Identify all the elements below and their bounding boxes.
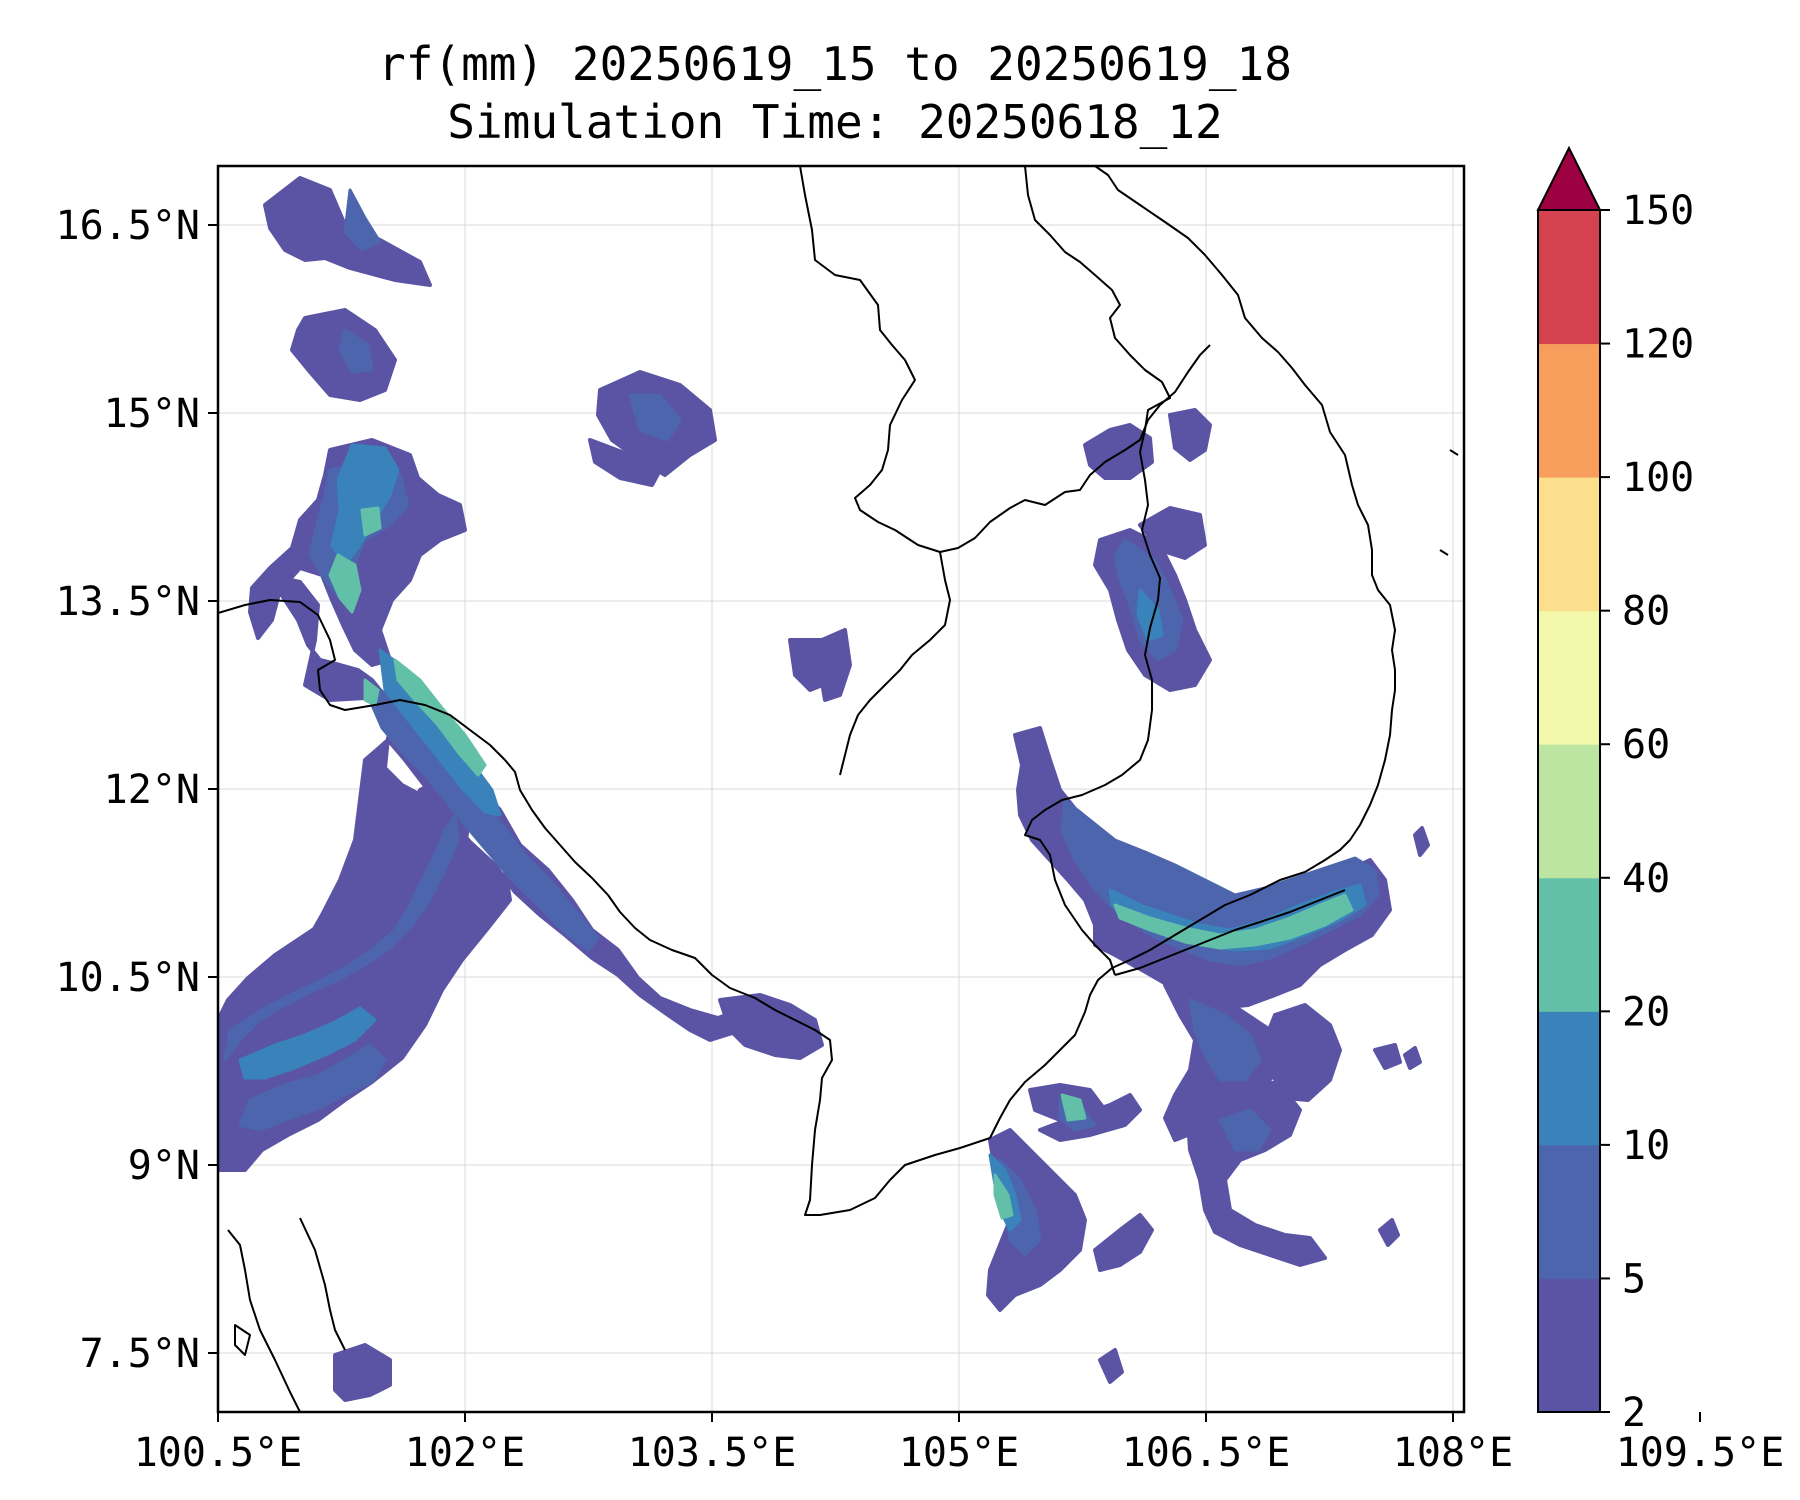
map-title-line-2: Simulation Time: 20250618_12 xyxy=(447,95,1223,149)
lat-tick-label: 16.5°N xyxy=(56,203,201,249)
map-title-line-1: rf(mm) 20250619_15 to 20250619_18 xyxy=(378,37,1292,91)
colorbar-tick-label: 5 xyxy=(1622,1256,1646,1302)
latitude-axis: 16.5°N 15°N 13.5°N 12°N 10.5°N 9°N 7.5°N xyxy=(56,203,218,1377)
lat-tick-label: 13.5°N xyxy=(56,579,201,625)
colorbar: 2 5 10 20 40 60 80 100 120 150 xyxy=(1536,145,1694,1436)
longitude-axis: 100.5°E 102°E 103.5°E 105°E 106.5°E 108°E 109.… xyxy=(134,1412,1785,1476)
lon-tick-label: 109.5°E xyxy=(1616,1430,1785,1476)
colorbar-segment xyxy=(1538,744,1600,879)
colorbar-frame xyxy=(1537,209,1601,1413)
lon-tick-label: 102°E xyxy=(405,1430,525,1476)
lon-tick-label: 106.5°E xyxy=(1122,1430,1291,1476)
lat-tick-label: 12°N xyxy=(104,767,200,813)
colorbar-tick-label: 120 xyxy=(1622,322,1694,368)
colorbar-tick-label: 60 xyxy=(1622,722,1670,768)
colorbar-tick-label: 2 xyxy=(1622,1390,1646,1436)
colorbar-segment xyxy=(1538,343,1600,478)
lon-tick-label: 108°E xyxy=(1393,1430,1513,1476)
colorbar-tick-label: 40 xyxy=(1622,856,1670,902)
lat-tick-label: 15°N xyxy=(104,391,200,437)
lon-tick-label: 105°E xyxy=(899,1430,1019,1476)
lat-tick-label: 10.5°N xyxy=(56,955,201,1001)
map-plot-area xyxy=(218,166,1464,1412)
colorbar-extend-arrow xyxy=(1536,145,1602,211)
colorbar-segment xyxy=(1538,1278,1600,1413)
colorbar-tick-label: 100 xyxy=(1622,455,1694,501)
coastlines-and-borders xyxy=(218,166,1459,1412)
colorbar-segment xyxy=(1538,477,1600,612)
lon-tick-label: 103.5°E xyxy=(628,1430,797,1476)
colorbar-tick-label: 150 xyxy=(1622,188,1694,234)
lat-tick-label: 9°N xyxy=(128,1143,200,1189)
colorbar-tick-label: 80 xyxy=(1622,589,1670,635)
lat-tick-label: 7.5°N xyxy=(80,1331,200,1377)
colorbar-segment xyxy=(1538,610,1600,745)
colorbar-segment xyxy=(1538,1011,1600,1146)
colorbar-tick-label: 20 xyxy=(1622,989,1670,1035)
colorbar-segment xyxy=(1538,210,1600,345)
colorbar-segment xyxy=(1538,877,1600,1012)
lon-tick-label: 100.5°E xyxy=(134,1430,303,1476)
colorbar-segment xyxy=(1538,1144,1600,1279)
colorbar-tick-label: 10 xyxy=(1622,1123,1670,1169)
